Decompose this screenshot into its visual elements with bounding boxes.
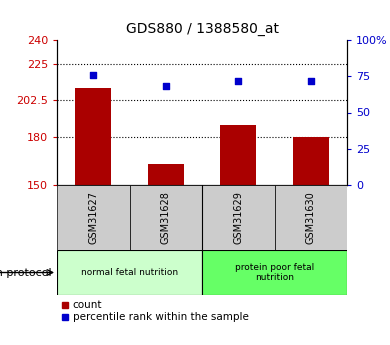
Point — [90, 72, 96, 78]
Bar — [57, 185, 129, 250]
Text: protein poor fetal
nutrition: protein poor fetal nutrition — [235, 263, 314, 282]
Legend: count, percentile rank within the sample: count, percentile rank within the sample — [62, 300, 248, 322]
Text: growth protocol: growth protocol — [0, 267, 52, 277]
Point — [308, 78, 314, 83]
Text: GSM31627: GSM31627 — [88, 191, 98, 244]
Bar — [275, 185, 347, 250]
Bar — [220, 125, 256, 185]
Text: GSM31628: GSM31628 — [161, 191, 171, 244]
Bar — [75, 88, 112, 185]
Text: GSM31630: GSM31630 — [306, 191, 316, 244]
Bar — [57, 250, 202, 295]
Bar — [129, 185, 202, 250]
Bar — [148, 164, 184, 185]
Text: normal fetal nutrition: normal fetal nutrition — [81, 268, 178, 277]
Title: GDS880 / 1388580_at: GDS880 / 1388580_at — [126, 22, 278, 36]
Bar — [292, 137, 329, 185]
Bar — [202, 250, 347, 295]
Text: GSM31629: GSM31629 — [233, 191, 243, 244]
Point — [235, 78, 241, 83]
Point — [163, 83, 169, 89]
Bar — [202, 185, 275, 250]
